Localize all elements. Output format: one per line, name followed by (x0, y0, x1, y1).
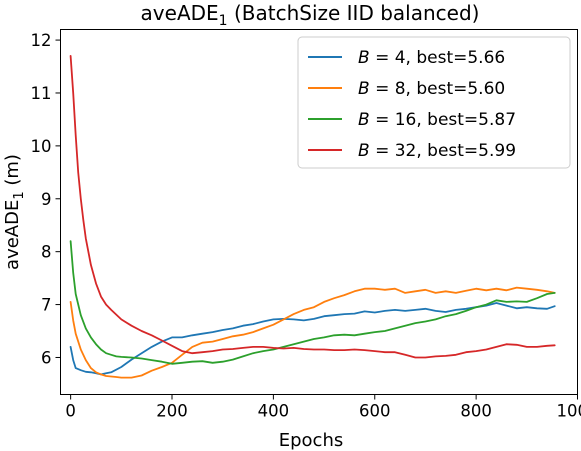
y-tick-label: 7 (41, 296, 52, 315)
y-tick-label: 11 (31, 84, 52, 103)
x-tick-label: 400 (258, 402, 290, 421)
legend-label-2: B = 16, best=5.87 (358, 110, 516, 130)
y-tick-label: 6 (41, 348, 52, 367)
legend-variable: B (358, 141, 370, 161)
x-tick-label: 1000 (557, 402, 581, 421)
legend-label-3: B = 32, best=5.99 (358, 141, 516, 161)
legend-variable: B (358, 79, 370, 99)
x-tick-label: 600 (359, 402, 391, 421)
y-axis: 6 7 8 9 10 11 12 (31, 31, 61, 367)
y-axis-label: aveADE1 (m) (2, 154, 27, 270)
chart-title-subscript: 1 (219, 13, 228, 29)
legend-frame (297, 36, 571, 169)
series-line-0 (69, 302, 556, 376)
y-tick-label: 10 (31, 137, 52, 156)
series-line-2 (69, 240, 556, 365)
plot-area (60, 29, 578, 395)
x-tick-label: 800 (460, 402, 492, 421)
y-tick-label: 12 (31, 31, 52, 50)
legend-variable: B (358, 110, 370, 130)
y-axis-label-subscript: 1 (12, 191, 27, 199)
x-tick-label: 200 (156, 402, 188, 421)
chart-title: aveADE1 (BatchSize IID balanced) (141, 1, 480, 29)
legend-label-0: B = 4, best=5.66 (358, 48, 505, 68)
legend: B = 4, best=5.66 B = 8, best=5.60 B = 16, … (297, 36, 571, 169)
legend-items: B = 4, best=5.66 B = 8, best=5.60 B = 16, … (308, 48, 516, 161)
series-line-1 (69, 286, 556, 379)
x-axis: 0 200 400 600 800 1000 (65, 394, 581, 421)
series-line-3 (69, 55, 556, 359)
legend-label-1: B = 8, best=5.60 (358, 79, 505, 99)
legend-variable: B (358, 48, 370, 68)
x-tick-label: 0 (65, 402, 76, 421)
x-axis-label: Epochs (279, 430, 344, 451)
plot-frame (60, 29, 578, 395)
y-tick-label: 9 (41, 190, 52, 209)
series-lines (69, 55, 556, 379)
y-tick-label: 8 (41, 243, 52, 262)
